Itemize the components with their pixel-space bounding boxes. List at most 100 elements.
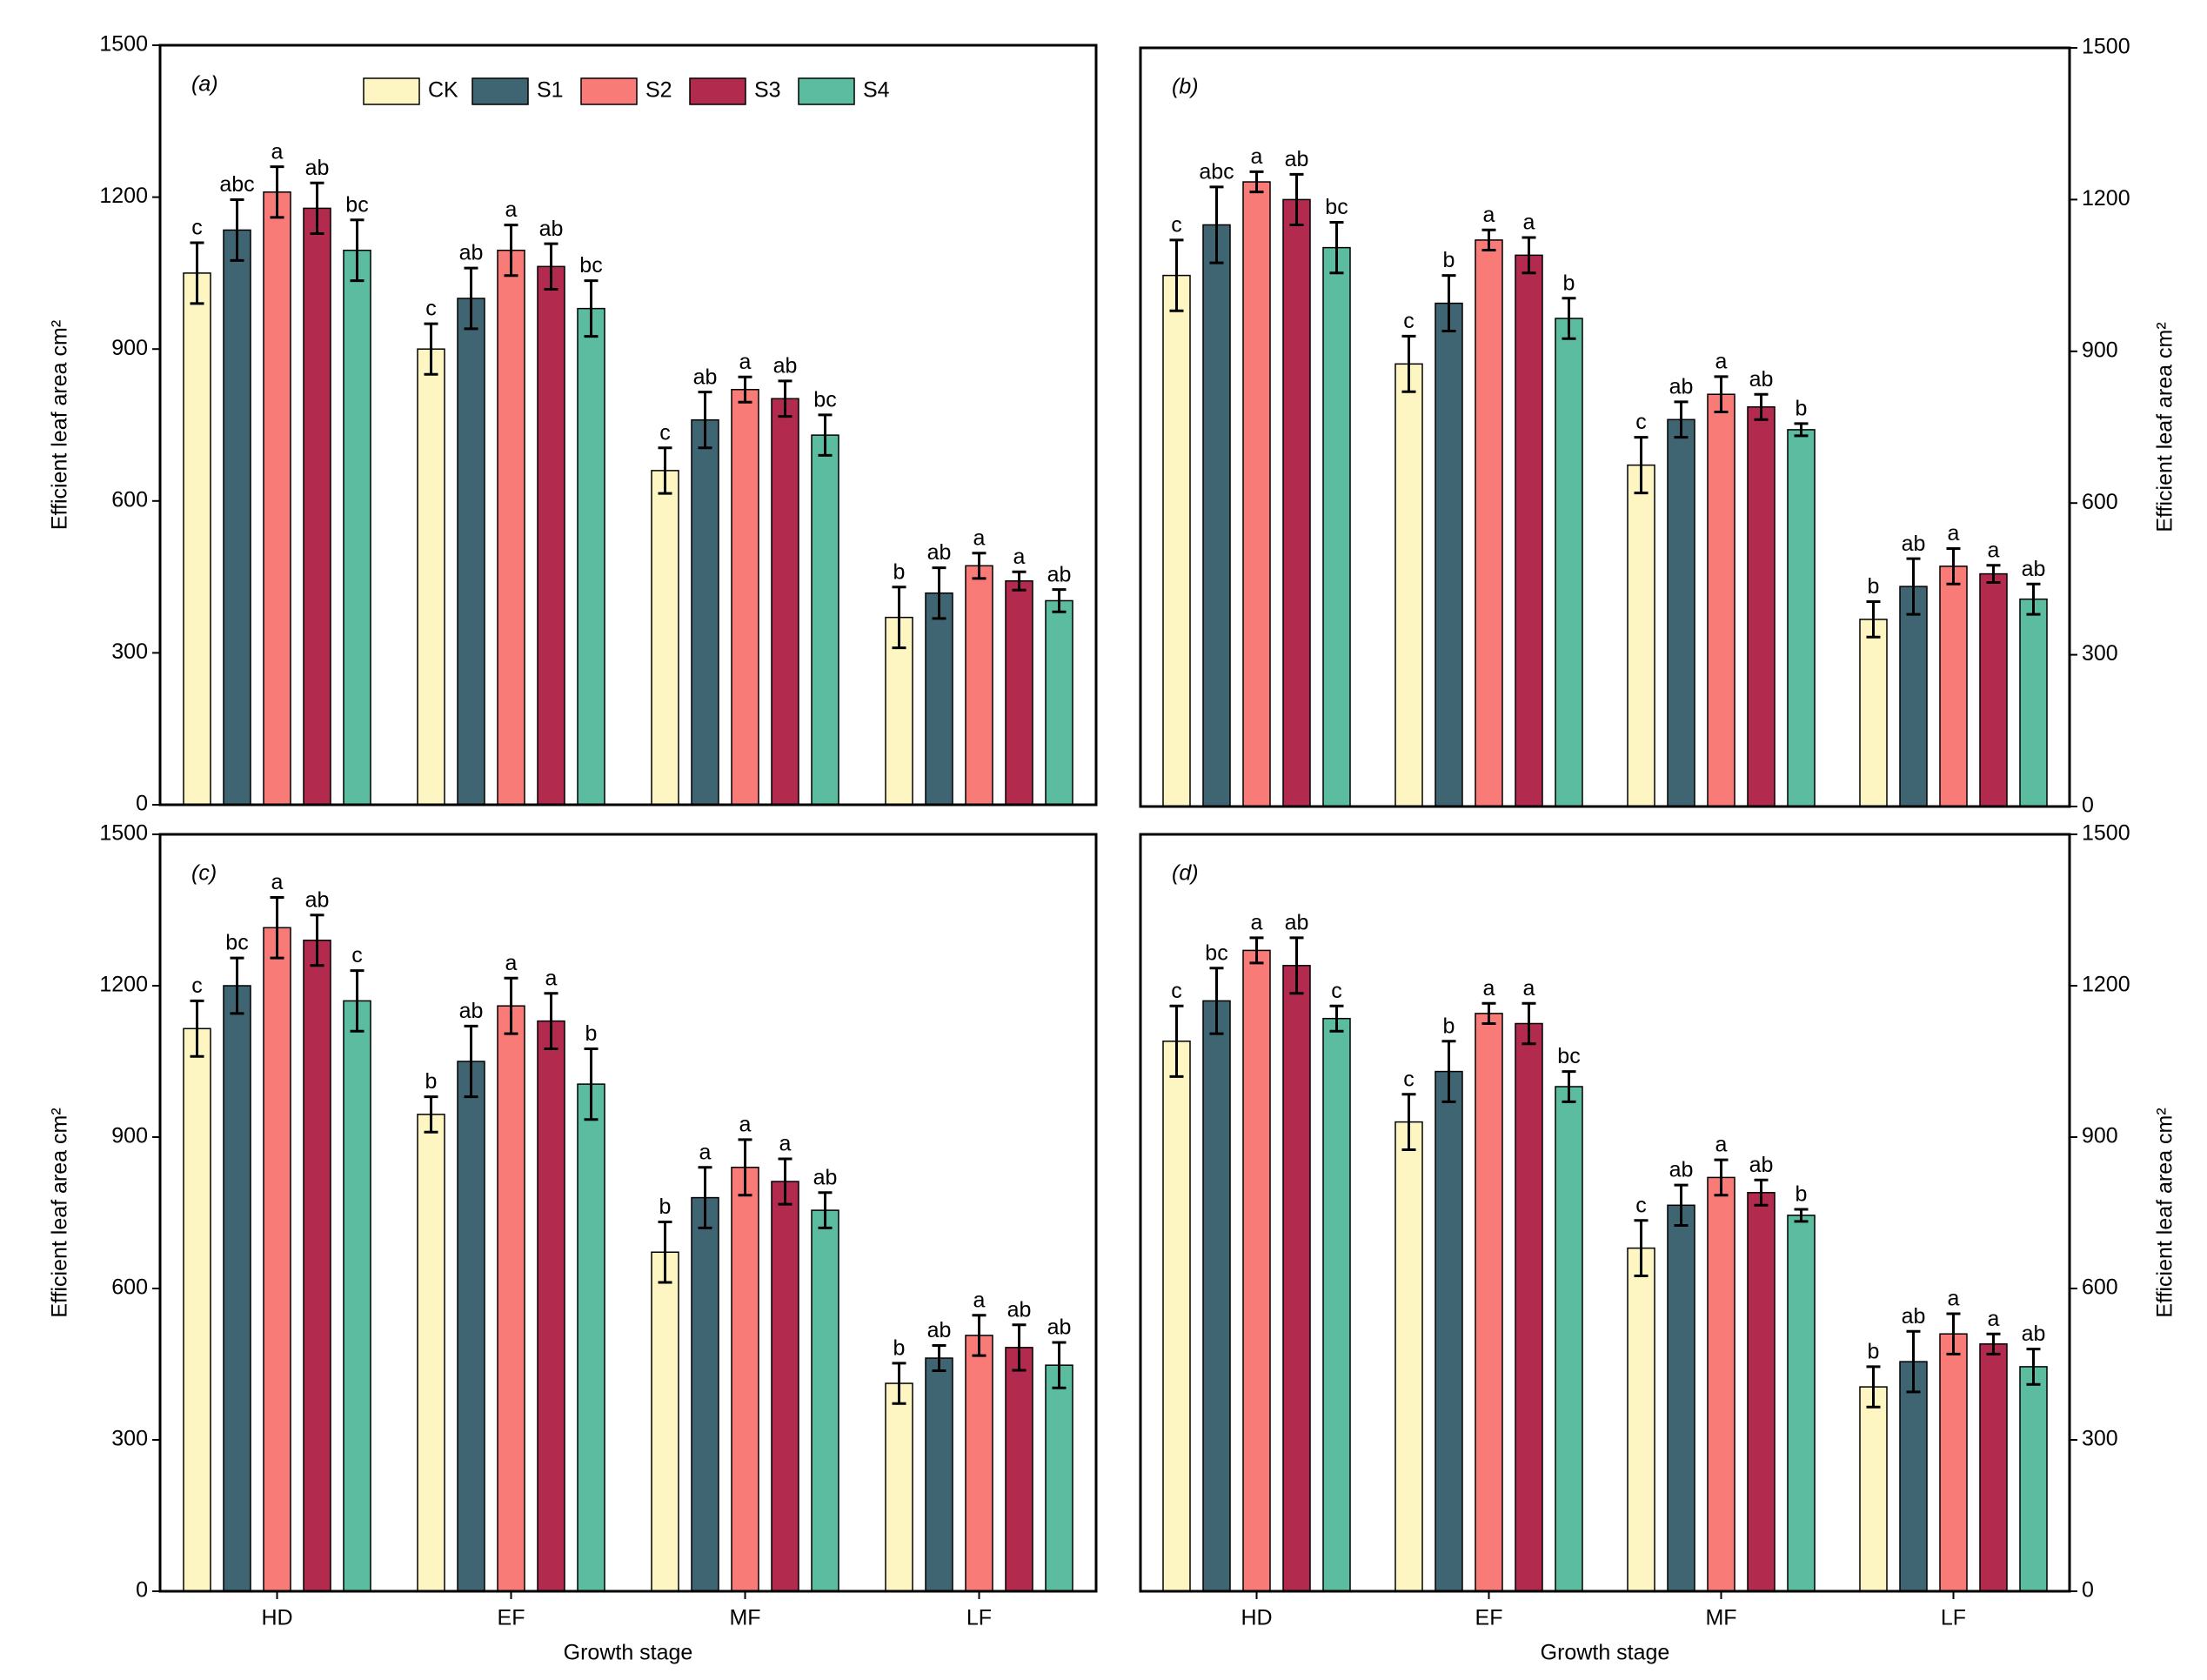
bar <box>1939 1333 1968 1592</box>
bar <box>1475 1013 1503 1592</box>
y-tick-label: 1200 <box>2082 973 2130 997</box>
bar <box>1899 1361 1928 1592</box>
significance-letter: b <box>1868 574 1880 599</box>
error-bar <box>1714 1158 1729 1197</box>
significance-letter: ab <box>539 217 564 241</box>
significance-letter: b <box>1796 1182 1808 1207</box>
y-tick-label: 300 <box>111 639 148 664</box>
bar <box>1899 586 1928 807</box>
legend-swatch <box>798 77 855 105</box>
bar <box>263 927 291 1592</box>
bar <box>1667 1204 1695 1592</box>
significance-letter: ab <box>2022 557 2046 581</box>
error-bar <box>892 586 906 650</box>
significance-letter: c <box>191 216 203 240</box>
error-bar <box>310 914 324 967</box>
bar <box>1282 965 1311 1592</box>
error-bar <box>2026 582 2041 616</box>
bar <box>1555 318 1583 807</box>
bar <box>223 229 251 806</box>
bar <box>1787 1215 1816 1592</box>
significance-letter: ab <box>1902 1304 1926 1329</box>
error-bar <box>658 1220 672 1284</box>
y-tick-label: 600 <box>111 1275 148 1300</box>
bar <box>1005 580 1033 806</box>
significance-letter: b <box>893 1335 906 1360</box>
bar <box>1045 599 1073 806</box>
error-bar <box>424 322 438 376</box>
significance-letter: c <box>1403 1067 1414 1091</box>
y-tick-label: 1500 <box>99 821 148 846</box>
bar <box>811 1209 839 1592</box>
error-bar <box>1052 1341 1067 1389</box>
bar <box>651 470 679 806</box>
bar <box>1707 1176 1736 1592</box>
plot-frame <box>158 44 1098 807</box>
error-bar <box>1012 570 1027 592</box>
error-bar <box>1754 392 1769 421</box>
significance-letter: b <box>1563 271 1575 295</box>
error-bar <box>1754 1178 1769 1207</box>
x-tick-label: HD <box>261 1606 292 1630</box>
bar <box>925 592 953 806</box>
significance-letter: bc <box>1325 195 1348 219</box>
panel-label: (c) <box>191 861 217 886</box>
error-bar <box>270 896 284 960</box>
significance-letter: a <box>739 350 752 374</box>
bar <box>1045 1364 1073 1592</box>
bar <box>1859 1386 1888 1592</box>
significance-letter: b <box>893 559 906 584</box>
error-bar <box>1562 1070 1576 1103</box>
error-bar <box>1906 557 1921 616</box>
error-bar <box>1481 228 1496 252</box>
bar <box>497 249 525 806</box>
error-bar <box>738 375 752 404</box>
bar <box>2019 1366 2048 1592</box>
error-bar <box>1946 547 1961 586</box>
significance-letter: bc <box>1557 1044 1580 1068</box>
error-bar <box>972 552 986 580</box>
significance-letter: a <box>1948 1287 1960 1311</box>
significance-letter: abc <box>219 172 254 197</box>
significance-letter: bc <box>813 387 836 412</box>
error-bar <box>818 1191 833 1229</box>
significance-letter: c <box>1331 979 1342 1003</box>
significance-letter: ab <box>1047 562 1072 586</box>
bar <box>537 265 565 806</box>
bar <box>1242 949 1271 1592</box>
bar <box>183 1027 211 1592</box>
error-bar <box>504 224 518 278</box>
bar <box>1394 1121 1423 1592</box>
significance-letter: c <box>191 974 203 998</box>
bar <box>651 1251 679 1592</box>
significance-letter: ab <box>1749 1153 1774 1177</box>
y-tick-label: 1200 <box>99 973 148 997</box>
significance-letter: a <box>1523 211 1535 235</box>
bar <box>2019 598 2048 807</box>
bar <box>1747 405 1776 807</box>
bar <box>577 307 605 806</box>
y-tick-label: 1500 <box>2082 821 2130 846</box>
error-bar <box>738 1138 752 1197</box>
significance-letter: a <box>505 197 518 222</box>
error-bar <box>1169 238 1184 312</box>
significance-letter: c <box>1171 213 1182 238</box>
error-bar <box>1674 400 1689 439</box>
significance-letter: b <box>1443 248 1455 272</box>
bar <box>1515 254 1543 807</box>
panel-label: (a) <box>191 72 218 97</box>
significance-letter: b <box>1796 397 1808 421</box>
y-tick-label: 1500 <box>2082 35 2130 59</box>
error-bar <box>932 1344 946 1373</box>
bar <box>457 1061 485 1592</box>
error-bar <box>1674 1183 1689 1227</box>
bar <box>1435 1070 1463 1592</box>
bar <box>1475 239 1503 807</box>
bar <box>811 434 839 806</box>
error-bar <box>544 242 558 291</box>
bar <box>885 616 913 806</box>
significance-letter: ab <box>1669 1158 1694 1182</box>
bar <box>263 191 291 806</box>
bar <box>965 565 993 806</box>
